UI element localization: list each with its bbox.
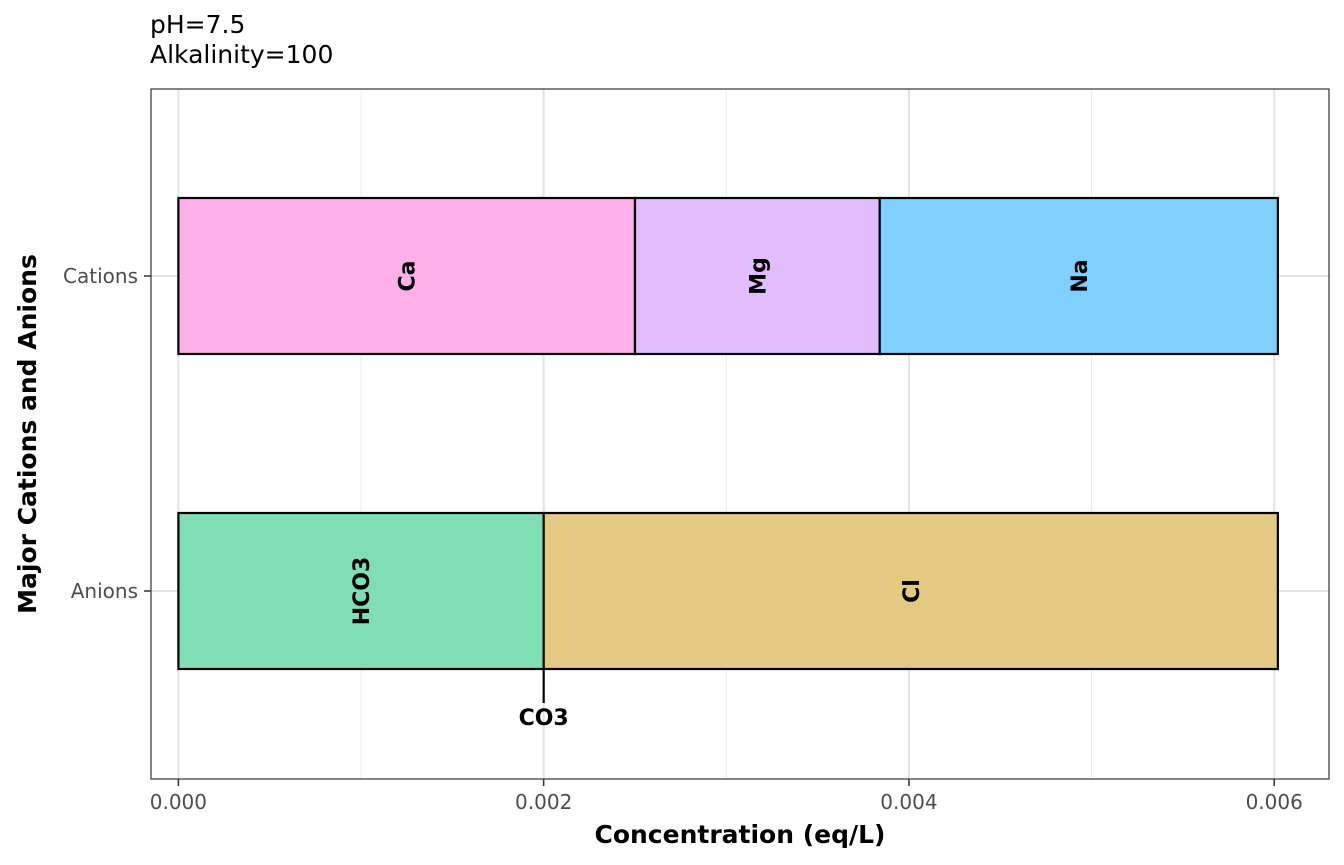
bar-segment-na xyxy=(878,196,1279,356)
y-axis-title: Major Cations and Anions xyxy=(13,254,42,614)
y-tick-label-cations: Cations xyxy=(63,264,138,288)
y-tick-label-anions: Anions xyxy=(71,579,138,603)
x-tick-label: 0.002 xyxy=(515,790,572,814)
panel-border xyxy=(150,88,1330,780)
chart-title: pH=7.5 Alkalinity=100 xyxy=(150,10,333,70)
segment-label-na: Na xyxy=(1068,259,1093,292)
bar-segment-cl xyxy=(542,511,1279,671)
x-tick-label: 0.004 xyxy=(880,790,937,814)
grid-lines xyxy=(151,89,1329,779)
title-line-alkalinity: Alkalinity=100 xyxy=(150,40,334,69)
bar-segment-hco3 xyxy=(177,511,545,671)
segment-label-hco3: HCO3 xyxy=(350,557,375,626)
axes: 0.000 0.002 0.004 0.006 Cations Anions xyxy=(63,264,1303,814)
segment-label-co3: CO3 xyxy=(519,706,569,731)
bar-segments: Ca Mg Na HCO3 CO3 Cl xyxy=(177,196,1279,731)
segment-label-cl: Cl xyxy=(900,579,925,603)
x-axis-title: Concentration (eq/L) xyxy=(594,820,885,849)
bar-segment-ca xyxy=(177,196,637,356)
segment-label-mg: Mg xyxy=(746,257,771,295)
x-tick-label: 0.000 xyxy=(150,790,207,814)
segment-label-ca: Ca xyxy=(396,261,421,292)
title-line-ph: pH=7.5 xyxy=(150,10,246,39)
x-tick-label: 0.006 xyxy=(1246,790,1303,814)
